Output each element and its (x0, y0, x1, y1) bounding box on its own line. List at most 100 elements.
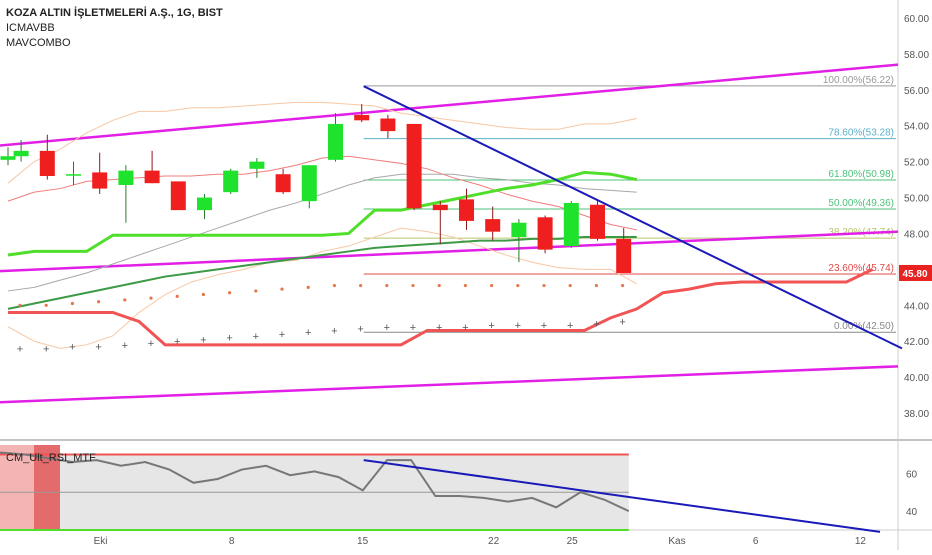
candle-down (432, 204, 448, 211)
grey-cross-marker: + (619, 316, 625, 328)
rsi-tick-label: 60 (906, 469, 918, 480)
candle-up (328, 123, 343, 160)
grey-cross-marker: + (384, 322, 390, 334)
orange-dot-marker (175, 294, 179, 298)
channel-middle-line (0, 230, 899, 273)
orange-dot-marker (359, 283, 363, 288)
candle-down (144, 170, 160, 184)
orange-dot-marker (228, 291, 232, 295)
time-tick-label: 22 (488, 536, 500, 547)
time-tick-label: Kas (668, 536, 685, 547)
candle-up (13, 150, 29, 157)
candle-down (275, 174, 291, 193)
price-tick-label: 52.00 (904, 158, 929, 169)
candle-down (170, 181, 186, 211)
grey-cross-marker: + (541, 320, 547, 332)
bb-upper-line (7, 101, 637, 184)
grey-cross-marker: + (331, 325, 337, 337)
candle-up (249, 161, 265, 169)
price-tick-label: 40.00 (904, 373, 929, 384)
orange-dot-marker (44, 303, 48, 307)
grey-cross-marker: + (69, 342, 75, 354)
indicator-label-icmavbb: ICMAVBB (6, 22, 55, 34)
orange-dot-marker (332, 283, 336, 288)
time-tick-label: 12 (855, 536, 867, 547)
candle-down (590, 204, 605, 239)
candle-up (0, 156, 16, 160)
fib-level-label: 78.60%(53.28) (828, 128, 894, 139)
rsi-line (0, 451, 630, 513)
rsi-blue-trendline (363, 459, 881, 533)
orange-dot-marker (463, 283, 467, 288)
blue-trendline (363, 85, 903, 350)
price-tick-label: 48.00 (904, 229, 929, 240)
grey-cross-marker: + (43, 343, 49, 355)
orange-dot-marker (385, 283, 389, 288)
candle-up (223, 170, 239, 193)
grey-cross-marker: + (305, 327, 311, 339)
orange-dot-marker (306, 285, 310, 289)
grey-cross-marker: + (593, 318, 599, 330)
orange-dot-marker (149, 296, 153, 300)
time-tick-label: 25 (567, 536, 579, 547)
grey-cross-marker: + (279, 329, 285, 341)
orange-dot-marker (568, 283, 572, 288)
grey-cross-marker: + (95, 342, 101, 354)
grey-cross-marker: + (174, 336, 180, 348)
bb-middle-line (7, 155, 637, 231)
price-tick-label: 60.00 (904, 14, 929, 25)
ma-grey-line (7, 173, 637, 292)
candle-down (406, 123, 422, 209)
time-tick-label: 6 (753, 536, 759, 547)
rsi-tick-label: 40 (906, 507, 918, 518)
grey-cross-marker: + (462, 322, 468, 334)
price-tick-label: 42.00 (904, 337, 929, 348)
price-tick-label: 50.00 (904, 194, 929, 205)
channel-upper-line (0, 63, 899, 147)
bb-lower-line (7, 227, 638, 349)
grey-cross-marker: + (17, 343, 23, 355)
price-tick-label: 56.00 (904, 86, 929, 97)
price-tick-label: 58.00 (904, 50, 929, 61)
grey-cross-marker: + (357, 324, 363, 336)
grey-cross-marker: + (148, 338, 154, 350)
orange-dot-marker (542, 283, 546, 288)
last-price-label: 45.80 (902, 269, 927, 280)
orange-dot-marker (621, 283, 625, 288)
time-tick-label: 8 (229, 536, 235, 547)
orange-dot-marker (201, 292, 205, 297)
red-stop-line (8, 268, 874, 347)
fib-level-label: 0.00%(42.50) (834, 321, 894, 332)
orange-dot-marker (70, 301, 74, 306)
price-tick-label: 44.00 (904, 301, 929, 312)
orange-dot-marker (411, 283, 415, 288)
candle-up (511, 222, 527, 238)
orange-dot-marker (516, 283, 520, 288)
orange-dot-marker (18, 303, 22, 307)
last-price-badge (899, 264, 932, 281)
candle-up (301, 165, 317, 202)
grey-cross-marker: + (226, 333, 232, 345)
candle-up (66, 174, 81, 176)
indicator-label-mavcombo: MAVCOMBO (6, 37, 71, 49)
chart-title: KOZA ALTIN İŞLETMELERİ A.Ş., 1G, BIST (6, 7, 223, 19)
candle-up (197, 197, 212, 211)
orange-dot-marker (97, 300, 101, 304)
rsi-indicator-label: CM_Ult_RSI_MTF (6, 452, 96, 464)
candle-down (354, 114, 370, 121)
orange-dot-marker (254, 289, 258, 293)
channel-lower-line (0, 365, 899, 404)
time-tick-label: 15 (357, 536, 369, 547)
candle-down (485, 219, 501, 232)
grey-cross-marker: + (253, 331, 259, 343)
ma-bright-green-line (7, 170, 638, 257)
candle-up (118, 170, 134, 185)
orange-dot-marker (490, 283, 494, 288)
candle-down (380, 118, 396, 132)
price-tick-label: 38.00 (904, 409, 929, 420)
candle-down (39, 150, 55, 176)
grey-cross-marker: + (436, 322, 442, 334)
candle-down (616, 238, 632, 273)
